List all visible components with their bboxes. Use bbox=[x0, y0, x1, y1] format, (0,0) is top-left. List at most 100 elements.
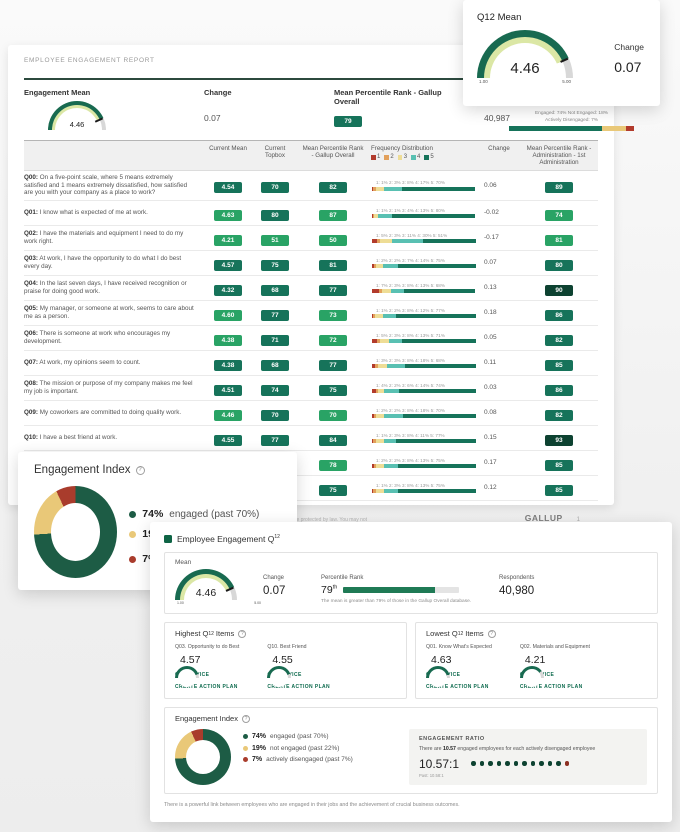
question-text: Q02: I have the materials and equipment … bbox=[24, 230, 184, 245]
help-icon[interactable]: ? bbox=[135, 465, 145, 475]
frequency-cell: 1: 1% 2: 3% 3: 8% 4: 13% 5: 75% bbox=[368, 483, 478, 494]
employee-engagement-card: Employee Engagement Q12 Mean 4.46 1.00 5… bbox=[150, 522, 672, 822]
current-mean-badge: 4.54 bbox=[214, 182, 242, 194]
current-topbox-badge: 70 bbox=[261, 409, 289, 421]
engagement-report-panel: EMPLOYEE ENGAGEMENT REPORT Engagement Me… bbox=[8, 45, 614, 523]
gauge-min-label: 1.00 bbox=[479, 79, 488, 84]
lowest-items-title: Lowest Q 12 Items ? bbox=[426, 629, 647, 638]
col-rank-admin: Mean Percentile Rank - Administration - … bbox=[526, 145, 592, 166]
disengaged-dot bbox=[564, 761, 570, 766]
engagement-mean-gauge: 4.46 bbox=[48, 101, 204, 130]
change-cell: 0.17 bbox=[484, 459, 497, 467]
frequency-cell: 1: 2% 2: 2% 3: 8% 4: 13% 5: 75% bbox=[368, 458, 478, 469]
engaged-dot bbox=[479, 761, 485, 766]
gallup-logo: GALLUP bbox=[524, 512, 563, 523]
frequency-bar bbox=[372, 186, 476, 191]
frequency-cell: 1: 5% 2: 3% 3: 8% 4: 13% 5: 71% bbox=[368, 333, 478, 344]
create-action-plan-link[interactable]: CREATE ACTION PLAN bbox=[519, 684, 583, 690]
create-action-plan-link[interactable]: CREATE ACTION PLAN bbox=[175, 684, 238, 690]
rank-value: 79th bbox=[321, 584, 338, 596]
question-text: Q00: On a five-point scale, where 5 mean… bbox=[24, 174, 188, 197]
col-current-topbox: Current Topbox bbox=[264, 145, 286, 159]
lowest-items-section: Lowest Q 12 Items ? Q01. Know What's Expec… bbox=[415, 622, 658, 699]
q12-item-value: 4.57 bbox=[180, 654, 201, 666]
frequency-cell: 1: 3% 2: 3% 3: 8% 4: 18% 5: 68% bbox=[368, 358, 478, 369]
rank-gallup-badge: 82 bbox=[319, 182, 347, 194]
engaged-dot bbox=[513, 761, 519, 766]
rank-admin-badge: 74 bbox=[545, 209, 573, 221]
ratio-past: Past: 10.58:1 bbox=[419, 772, 444, 778]
change-cell: 0.06 bbox=[484, 181, 497, 189]
frequency-bar bbox=[372, 339, 476, 344]
change-value: 0.07 bbox=[204, 113, 221, 123]
summary-percentile-rank: Mean Percentile Rank - Gallup Overall 79 bbox=[334, 88, 484, 130]
frequency-bar bbox=[372, 389, 476, 394]
question-text: Q08: The mission or purpose of my compan… bbox=[24, 380, 193, 395]
engaged-dot bbox=[496, 761, 502, 766]
change-cell: 0.08 bbox=[484, 409, 497, 417]
current-topbox-badge: 77 bbox=[261, 434, 289, 446]
q12-mean-title: Q12 Mean bbox=[477, 12, 522, 23]
question-text: Q05: My manager, or someone at work, see… bbox=[24, 305, 194, 320]
q12-item-label: Q02. Materials and Equipment bbox=[519, 644, 590, 650]
question-text: Q10: I have a best friend at work. bbox=[24, 433, 118, 441]
frequency-cell: 1: 5% 2: 3% 3: 11% 4: 30% 5: 51% bbox=[368, 233, 478, 244]
freq-legend-5: 5 bbox=[424, 154, 434, 161]
create-action-plan-link[interactable]: CREATE ACTION PLAN bbox=[426, 684, 489, 690]
current-topbox-badge: 75 bbox=[261, 259, 289, 271]
current-topbox-badge: 51 bbox=[261, 234, 289, 246]
change-label: Change bbox=[614, 42, 644, 52]
q12-mean-gauge: 4.46 1.00 5.00 bbox=[477, 30, 573, 84]
rank-admin-badge: 85 bbox=[545, 459, 573, 471]
current-mean-badge: 4.63 bbox=[214, 209, 242, 221]
rank-admin-badge: 82 bbox=[545, 334, 573, 346]
frequency-bar bbox=[372, 364, 476, 369]
gauge-max-label: 5.00 bbox=[254, 601, 261, 605]
frequency-bar bbox=[372, 489, 476, 494]
frequency-cell: 1: 1% 2: 3% 3: 8% 4: 11% 5: 77% bbox=[368, 433, 478, 444]
page-number: 1 bbox=[576, 516, 580, 523]
frequency-bar bbox=[372, 464, 476, 469]
rank-badge: 79 bbox=[334, 116, 362, 127]
table-row-q03: Q03: At work, I have the opportunity to … bbox=[24, 251, 598, 276]
engaged-dot bbox=[539, 761, 544, 766]
q12-item-label: Q03. Opportunity to do Best bbox=[175, 644, 240, 650]
percentile-bar bbox=[343, 587, 460, 593]
engagement-distribution-legend: Engaged: 74% Not Engaged: 18% Actively D… bbox=[505, 111, 638, 131]
ratio-text: There are 10.57 engaged employees for ea… bbox=[419, 746, 596, 752]
create-action-plan-link[interactable]: CREATE ACTION PLAN bbox=[267, 684, 331, 690]
col-current-mean: Current Mean bbox=[209, 145, 247, 152]
rank-gallup-badge: 75 bbox=[319, 384, 347, 396]
rank-gallup-badge: 75 bbox=[319, 484, 347, 496]
change-cell: 0.03 bbox=[484, 384, 497, 392]
frequency-cell: 1: 1% 2: 1% 3: 4% 4: 13% 5: 80% bbox=[368, 208, 478, 219]
legend-dot bbox=[129, 555, 137, 563]
current-topbox-badge: 74 bbox=[261, 384, 289, 396]
current-mean-badge: 4.46 bbox=[214, 409, 242, 421]
help-icon[interactable]: ? bbox=[238, 629, 247, 638]
help-icon[interactable]: ? bbox=[241, 714, 250, 723]
summary-engagement-mean: Engagement Mean 4.46 bbox=[24, 88, 204, 130]
current-topbox-badge: 71 bbox=[261, 334, 289, 346]
question-text: Q01: I know what is expected of me at wo… bbox=[24, 208, 148, 216]
rank-admin-badge: 81 bbox=[545, 234, 573, 246]
summary-change: Change 0.07 bbox=[204, 88, 334, 130]
engaged-dot bbox=[547, 761, 553, 766]
table-row-q09: Q09: My coworkers are committed to doing… bbox=[24, 401, 598, 426]
frequency-cell: 1: 4% 2: 2% 3: 6% 4: 14% 5: 74% bbox=[368, 383, 478, 394]
q12-mean-change: Change 0.07 bbox=[614, 42, 646, 84]
freq-legend-2: 2 bbox=[384, 154, 394, 161]
change-cell: 0.15 bbox=[484, 434, 497, 442]
legend-item: 74% engaged (past 70%) bbox=[129, 508, 281, 520]
change-cell: 0.05 bbox=[484, 334, 497, 342]
rank-gallup-badge: 73 bbox=[319, 309, 347, 321]
highest-items-title: Highest Q 12 Items ? bbox=[175, 629, 396, 638]
legend-dot bbox=[243, 757, 248, 762]
help-icon[interactable]: ? bbox=[487, 629, 496, 638]
frequency-cell: 1: 7% 2: 3% 3: 8% 4: 13% 5: 68% bbox=[368, 283, 478, 294]
col-change: Change bbox=[488, 145, 510, 152]
current-mean-badge: 4.32 bbox=[214, 284, 242, 296]
